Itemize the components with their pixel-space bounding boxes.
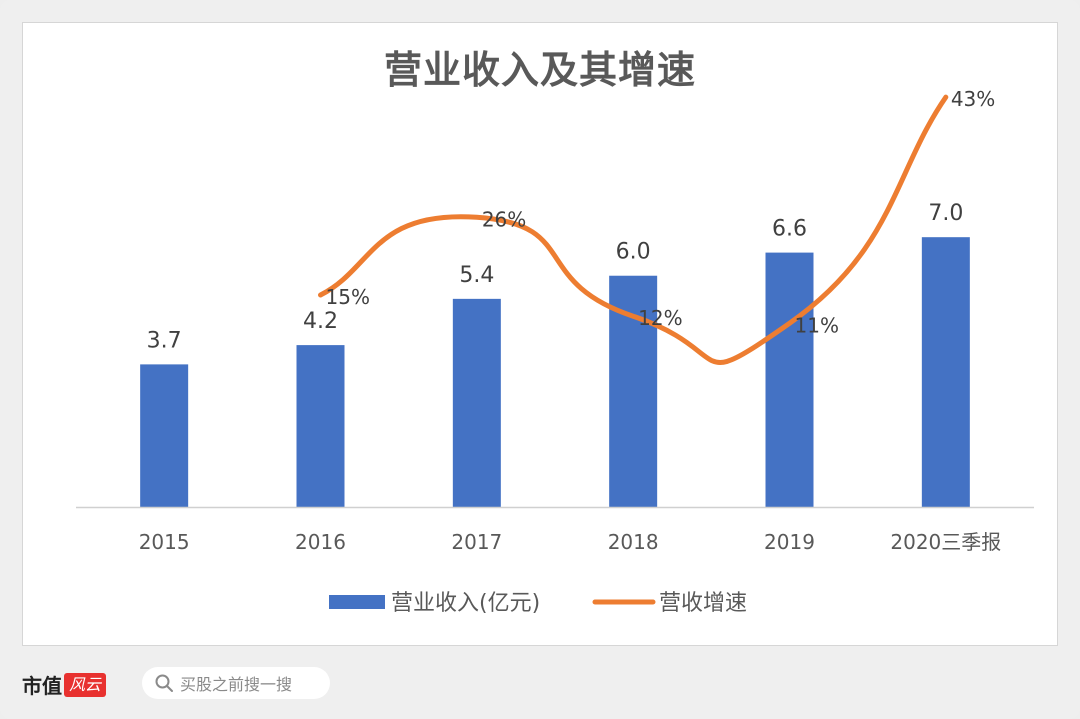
search-icon	[155, 674, 173, 692]
brand-seal: 风云	[64, 672, 107, 697]
x-tick-label-2015: 2015	[139, 530, 190, 554]
bar-value-label-2020三季报: 7.0	[928, 201, 963, 226]
bar-value-label-2019: 6.6	[772, 217, 807, 242]
x-tick-label-2020三季报: 2020三季报	[890, 530, 1001, 554]
chart-card: 营业收入及其增速 3.7 4.2 5.4 6.0 6.6 7.0 15% 26% 12% 11% 4…	[22, 22, 1058, 646]
growth-label-2019: 11%	[795, 313, 839, 337]
chart-title: 营业收入及其增速	[384, 48, 696, 92]
search-box[interactable]: 买股之前搜一搜	[142, 667, 330, 699]
brand-logo[interactable]: 市值 风云	[22, 670, 107, 699]
x-tick-label-2018: 2018	[608, 530, 659, 554]
bar-2015	[140, 364, 189, 507]
x-tick-label-2017: 2017	[451, 530, 502, 554]
growth-label-2018: 12%	[638, 306, 682, 330]
bar-value-label-2018: 6.0	[616, 240, 651, 265]
growth-label-2020三季报: 43%	[951, 87, 995, 111]
chart-legend: 营业收入(亿元) 营收增速	[329, 591, 747, 616]
bar-value-label-2015: 3.7	[147, 328, 182, 353]
legend-swatch-revenue	[329, 595, 385, 609]
bar-2020三季报	[921, 237, 970, 507]
brand-name: 市值	[22, 674, 62, 698]
bar-2017	[452, 298, 501, 507]
legend-label-revenue: 营业收入(亿元)	[391, 591, 540, 616]
growth-label-2017: 26%	[482, 207, 526, 231]
bar-2019	[765, 252, 814, 507]
footer-bar: 市值 风云 买股之前搜一搜	[0, 660, 1080, 710]
revenue-chart: 营业收入及其增速 3.7 4.2 5.4 6.0 6.6 7.0 15% 26% 12% 11% 4…	[76, 48, 1034, 616]
bar-2016	[296, 345, 345, 507]
bar-value-label-2017: 5.4	[459, 263, 494, 288]
legend-label-growth: 营收增速	[659, 591, 747, 616]
growth-line	[318, 94, 949, 365]
x-tick-label-2019: 2019	[764, 530, 815, 554]
search-placeholder: 买股之前搜一搜	[180, 675, 293, 694]
growth-label-2016: 15%	[326, 285, 370, 309]
bar-value-label-2016: 4.2	[303, 309, 338, 334]
x-tick-label-2016: 2016	[295, 530, 346, 554]
